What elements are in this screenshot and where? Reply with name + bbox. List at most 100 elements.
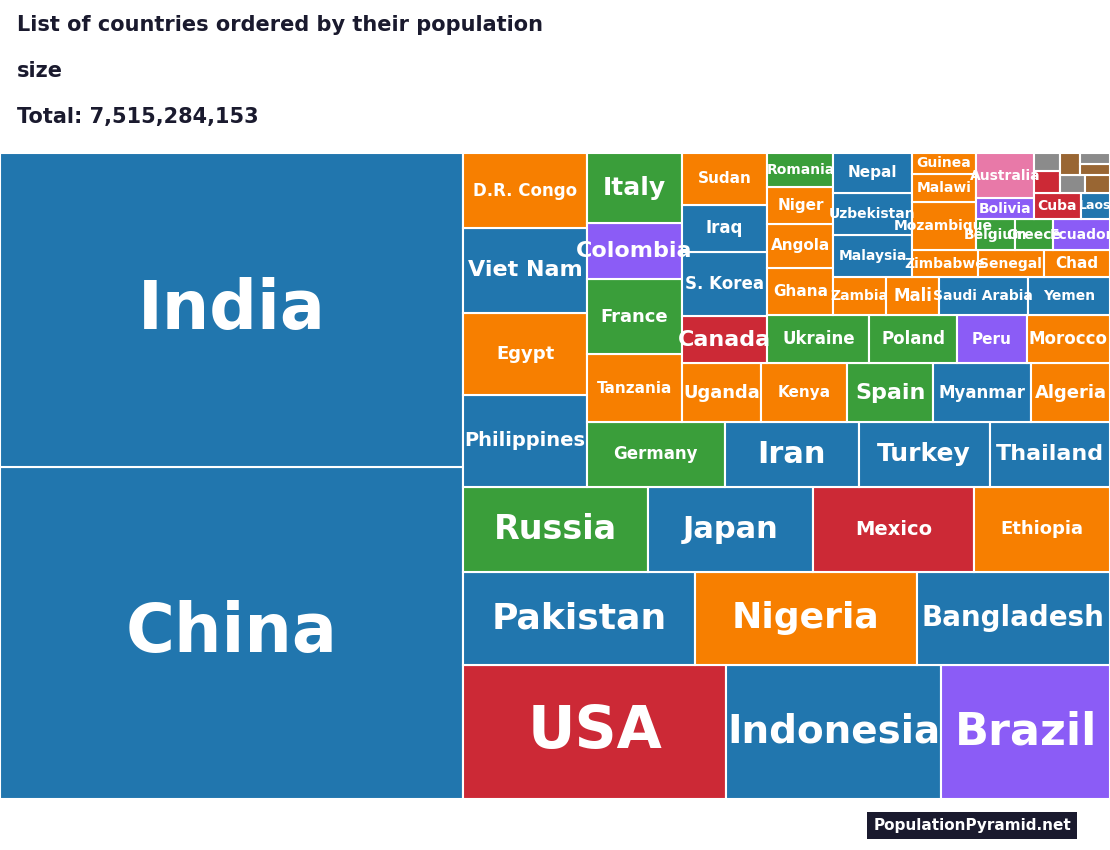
Bar [463, 572, 695, 665]
Text: Ecuador: Ecuador [1050, 228, 1110, 241]
Bar [587, 224, 682, 280]
Bar [834, 235, 911, 277]
Bar [767, 153, 834, 187]
Bar [682, 205, 767, 252]
Bar [760, 363, 847, 422]
Bar [682, 316, 767, 363]
Text: Viet Nam: Viet Nam [467, 260, 583, 281]
Text: Laos: Laos [1079, 200, 1110, 212]
Bar [767, 224, 834, 268]
Text: size: size [17, 61, 62, 82]
Bar [859, 422, 990, 487]
Text: Angola: Angola [770, 238, 830, 253]
Text: Sudan: Sudan [698, 172, 751, 186]
Text: Malawi: Malawi [916, 181, 971, 195]
Text: Germany: Germany [614, 445, 698, 463]
Text: Uganda: Uganda [683, 383, 759, 401]
Text: Indonesia: Indonesia [727, 713, 940, 751]
Bar [834, 193, 911, 235]
Text: S. Korea: S. Korea [685, 275, 764, 293]
Bar [1028, 277, 1110, 315]
Bar [1081, 193, 1110, 219]
Bar [725, 422, 859, 487]
Text: Ukraine: Ukraine [783, 330, 855, 348]
Text: Kenya: Kenya [777, 385, 830, 400]
Bar [834, 153, 911, 193]
Bar [0, 153, 463, 467]
Text: Nepal: Nepal [848, 165, 897, 180]
Text: Philippines: Philippines [465, 432, 586, 450]
Bar [767, 187, 834, 224]
Text: China: China [125, 600, 337, 666]
Text: USA: USA [527, 704, 663, 761]
Bar [463, 229, 587, 313]
Bar [886, 277, 939, 315]
Bar [834, 277, 886, 315]
Text: Bolivia: Bolivia [979, 201, 1031, 216]
Bar [463, 487, 648, 572]
Bar [648, 487, 813, 572]
Bar [1031, 363, 1110, 422]
Text: Chad: Chad [1056, 257, 1099, 271]
Text: Zimbabwe: Zimbabwe [905, 257, 986, 271]
Text: D.R. Congo: D.R. Congo [473, 182, 577, 200]
Bar [587, 280, 682, 354]
Bar [682, 153, 767, 205]
Bar [939, 277, 1028, 315]
Text: Saudi Arabia: Saudi Arabia [934, 289, 1033, 303]
Text: Belgium: Belgium [963, 228, 1027, 241]
Text: Japan: Japan [683, 515, 778, 544]
Bar [767, 268, 834, 315]
Text: France: France [601, 308, 668, 326]
Bar [695, 572, 917, 665]
Bar [911, 153, 976, 174]
Bar [976, 198, 1035, 219]
Bar [957, 315, 1027, 363]
Bar [463, 395, 587, 487]
Bar [0, 467, 463, 799]
Bar [1043, 251, 1110, 277]
Bar [941, 665, 1110, 799]
Bar [869, 315, 957, 363]
Text: Niger: Niger [777, 198, 824, 212]
Bar [990, 422, 1110, 487]
Bar [1053, 219, 1110, 251]
Bar [463, 665, 726, 799]
Text: Colombia: Colombia [576, 241, 693, 261]
Bar [911, 201, 976, 251]
Bar [587, 354, 682, 422]
Text: Ghana: Ghana [773, 284, 828, 299]
Text: Italy: Italy [603, 176, 666, 200]
Bar [1060, 153, 1080, 175]
Text: Peru: Peru [972, 332, 1012, 347]
Bar [975, 487, 1110, 572]
Text: Canada: Canada [678, 330, 771, 349]
Text: Brazil: Brazil [955, 711, 1097, 753]
Text: Cuba: Cuba [1038, 199, 1077, 212]
Bar [1027, 315, 1110, 363]
Bar [587, 153, 682, 224]
Bar [911, 174, 976, 201]
Text: Egypt: Egypt [496, 345, 554, 363]
Bar [1080, 164, 1110, 175]
Text: Guinea: Guinea [917, 156, 971, 171]
Text: Ethiopia: Ethiopia [1001, 520, 1083, 538]
Text: Algeria: Algeria [1035, 383, 1107, 401]
Text: Zambia: Zambia [830, 289, 889, 303]
Text: Thailand: Thailand [996, 445, 1103, 464]
Bar [1035, 193, 1081, 219]
Text: Iran: Iran [757, 440, 826, 469]
Bar [976, 219, 1015, 251]
Bar [911, 251, 978, 277]
Text: Mexico: Mexico [855, 519, 932, 539]
Bar [1080, 153, 1110, 164]
Bar [917, 572, 1110, 665]
Text: Turkey: Turkey [877, 442, 971, 467]
Bar [1035, 153, 1060, 171]
Bar [1060, 175, 1084, 193]
Bar [934, 363, 1031, 422]
Text: Tanzania: Tanzania [597, 381, 673, 396]
Text: Greece: Greece [1007, 228, 1061, 241]
Text: Spain: Spain [855, 382, 926, 403]
Bar [463, 313, 587, 395]
